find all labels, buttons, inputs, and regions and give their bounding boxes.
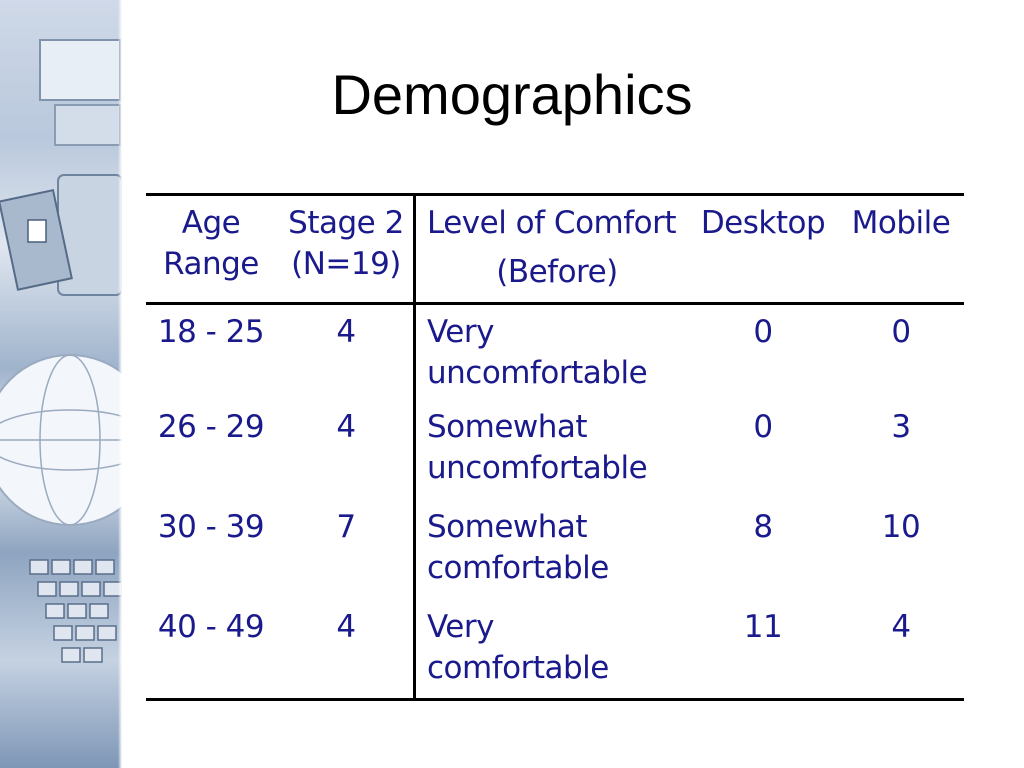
row-4-mobile: 4 [891,609,911,645]
demographics-table: Age Range Stage 2 (N=19) Level of Comfor… [146,193,964,701]
row-4-stage: 4 [336,609,356,645]
row-1-comfort: Very uncomfortable [427,314,648,391]
row-3-age: 30 - 39 [157,509,265,545]
row-1-age: 18 - 25 [157,314,265,350]
row-1-mobile: 0 [891,314,911,350]
row-4-comfort: Very comfortable [427,609,609,686]
row-2-stage: 4 [336,409,356,445]
row-1-stage: 4 [336,314,356,350]
row-3-comfort: Somewhat comfortable [427,509,609,586]
table-vertical-rule [413,193,416,701]
row-2-age: 26 - 29 [157,409,265,445]
table-header-rule [146,302,964,305]
row-2-mobile: 3 [891,409,911,445]
page-title: Demographics [331,63,693,126]
keyboard-globe-icon [0,39,122,663]
row-4-age: 40 - 49 [157,609,265,645]
row-2-desktop: 0 [753,409,773,445]
row-1-desktop: 0 [753,314,773,350]
header-mobile: Mobile [851,205,951,241]
header-desktop: Desktop [700,205,826,241]
table-bottom-rule [146,698,964,701]
header-stage-2: Stage 2 (N=19) [288,205,404,282]
row-3-stage: 7 [336,509,356,545]
side-decoration-image [0,0,122,768]
row-3-mobile: 10 [881,509,921,545]
header-age-range: Age Range [163,205,259,282]
row-3-desktop: 8 [753,509,773,545]
header-level-of-comfort: Level of Comfort [427,205,677,241]
table-top-rule [146,193,964,196]
row-2-comfort: Somewhat uncomfortable [427,409,648,486]
side-fade [118,0,122,768]
row-4-desktop: 11 [743,609,783,645]
header-before: (Before) [496,254,618,290]
